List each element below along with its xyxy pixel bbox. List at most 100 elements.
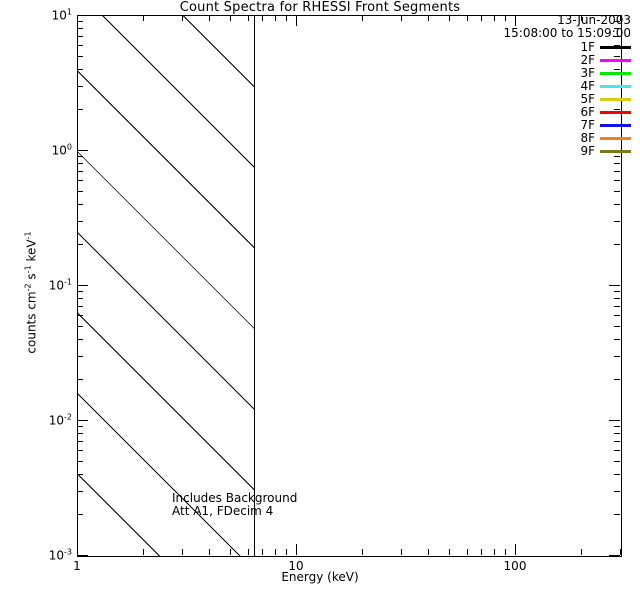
- y-axis-tick: [77, 69, 83, 70]
- y-axis-tick: [609, 555, 620, 556]
- y-axis-tick: [77, 474, 83, 475]
- x-axis-tick: [209, 15, 210, 21]
- x-axis-tick: [428, 549, 429, 555]
- legend-label: 8F: [580, 131, 595, 145]
- y-axis-tick: [77, 306, 83, 307]
- y-tick-mantissa: 10: [48, 278, 65, 293]
- y-axis-tick: [614, 461, 620, 462]
- y-axis-tick: [614, 426, 620, 427]
- legend-row: 4F: [504, 80, 631, 93]
- x-axis-tick: [262, 15, 263, 21]
- legend-color-swatch: [600, 137, 631, 140]
- y-axis-tick: [77, 109, 83, 110]
- y-tick-label: 10-1: [49, 278, 72, 293]
- x-axis-tick: [481, 15, 482, 21]
- x-axis-tick: [296, 15, 297, 26]
- y-tick-mantissa: 10: [51, 8, 67, 23]
- y-tick-exponent: 0: [66, 142, 72, 152]
- y-axis-tick: [77, 315, 83, 316]
- y-axis-tick: [77, 450, 83, 451]
- x-axis-tick: [275, 15, 276, 21]
- x-axis-tick: [77, 544, 78, 555]
- y-axis-tick: [77, 461, 83, 462]
- y-tick-exponent: -1: [64, 277, 72, 287]
- y-axis-tick: [77, 86, 83, 87]
- x-axis-tick: [286, 549, 287, 555]
- legend-row: 5F: [504, 93, 631, 106]
- y-axis-tick: [614, 339, 620, 340]
- legend-row: 6F: [504, 106, 631, 119]
- annotation-line-2: Att A1, FDecim 4: [172, 504, 274, 518]
- y-axis-tick: [77, 291, 83, 292]
- y-axis-tick: [614, 298, 620, 299]
- y-axis-tick: [77, 221, 83, 222]
- x-axis-tick: [209, 549, 210, 555]
- x-axis-tick: [296, 544, 297, 555]
- y-axis-tick: [614, 163, 620, 164]
- x-axis-title: Energy (keV): [281, 570, 359, 584]
- legend-color-swatch: [600, 72, 631, 75]
- x-axis-tick: [494, 15, 495, 21]
- y-axis-tick: [77, 379, 83, 380]
- legend-color-swatch: [600, 98, 631, 101]
- y-axis-tick: [614, 306, 620, 307]
- x-axis-tick: [505, 15, 506, 21]
- x-axis-tick: [248, 15, 249, 21]
- y-axis-tick: [614, 356, 620, 357]
- y-axis-tick: [614, 221, 620, 222]
- legend-color-swatch: [600, 85, 631, 88]
- y-axis-tick: [77, 15, 88, 16]
- y-axis-tick: [614, 69, 620, 70]
- y-axis-tick: [614, 441, 620, 442]
- x-axis-tick: [248, 549, 249, 555]
- x-axis-tick: [362, 15, 363, 21]
- legend-label: 1F: [580, 40, 595, 54]
- legend-color-swatch: [600, 59, 631, 62]
- legend-row: 2F: [504, 54, 631, 67]
- x-axis-tick: [467, 15, 468, 21]
- y-axis-tick: [614, 450, 620, 451]
- x-axis-tick: [230, 549, 231, 555]
- y-axis-tick: [614, 204, 620, 205]
- y-axis-tick: [77, 491, 83, 492]
- y-axis-tick: [614, 315, 620, 316]
- legend-date: 13-Jun-2003: [557, 13, 631, 27]
- x-axis-tick: [182, 549, 183, 555]
- legend-label: 3F: [580, 66, 595, 80]
- y-axis-tick: [614, 21, 620, 22]
- y-axis-tick: [614, 326, 620, 327]
- x-axis-tick: [428, 15, 429, 21]
- y-axis-tick: [614, 291, 620, 292]
- y-axis-tick: [614, 109, 620, 110]
- y-axis-tick: [77, 339, 83, 340]
- x-axis-tick: [581, 549, 582, 555]
- y-axis-tick: [609, 285, 620, 286]
- y-axis-tick: [77, 420, 88, 421]
- y-axis-tick: [77, 441, 83, 442]
- y-axis-tick: [614, 180, 620, 181]
- legend-row: 1F: [504, 41, 631, 54]
- x-axis-tick: [620, 15, 621, 21]
- x-axis-tick: [449, 15, 450, 21]
- y-axis-tick: [77, 156, 83, 157]
- y-axis-tick: [77, 298, 83, 299]
- y-axis-tick: [77, 163, 83, 164]
- page-title: Count Spectra for RHESSI Front Segments: [179, 0, 461, 15]
- x-tick-label: 1: [73, 559, 81, 573]
- y-axis-tick: [614, 56, 620, 57]
- y-axis-tick: [77, 555, 88, 556]
- x-axis-tick: [401, 549, 402, 555]
- y-axis-tick: [77, 514, 83, 515]
- y-axis-tick: [77, 150, 88, 151]
- y-tick-exponent: 1: [66, 7, 72, 17]
- legend-row: 9F: [504, 145, 631, 158]
- y-tick-mantissa: 10: [48, 413, 65, 428]
- y-axis-title-text: counts cm-2 s-1 keV-1: [23, 231, 39, 354]
- y-axis-tick: [614, 36, 620, 37]
- y-axis-tick: [614, 379, 620, 380]
- x-axis-tick: [467, 549, 468, 555]
- y-axis-tick: [77, 204, 83, 205]
- y-axis-tick: [77, 426, 83, 427]
- y-axis-tick: [614, 171, 620, 172]
- x-axis-tick: [143, 549, 144, 555]
